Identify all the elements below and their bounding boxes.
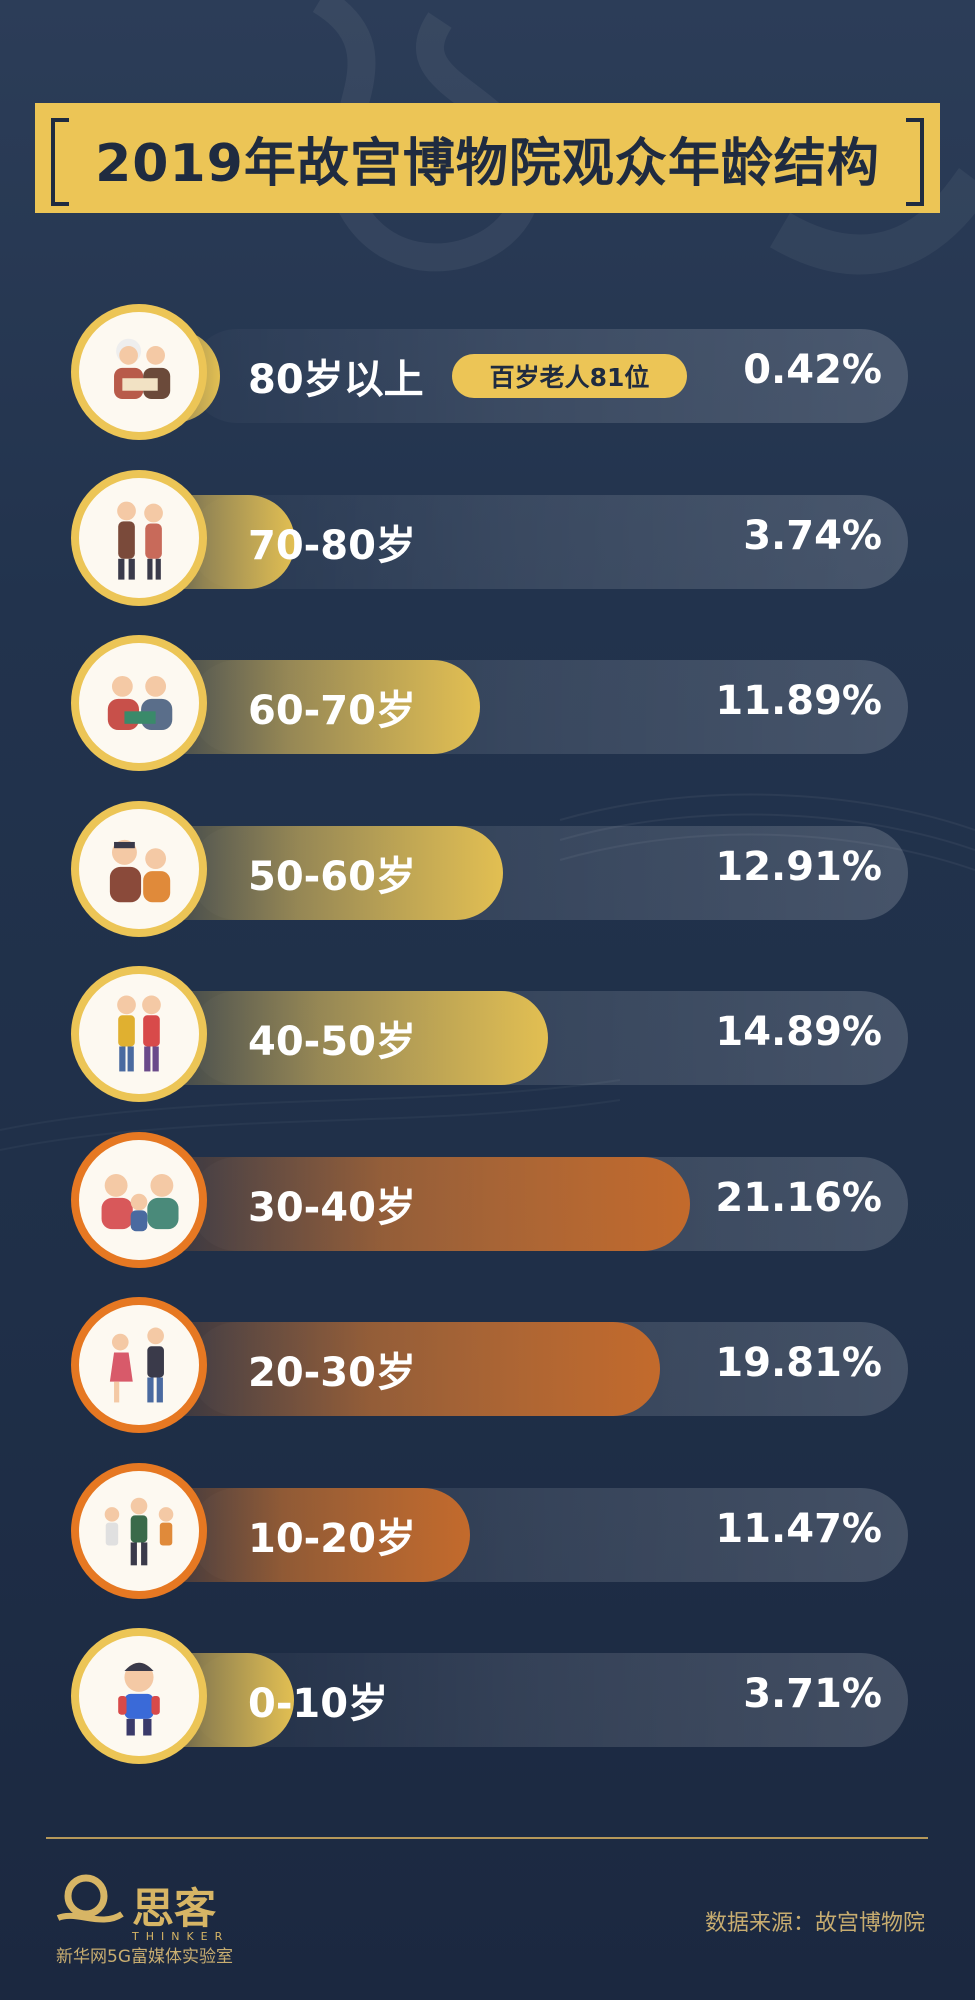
percentage-value: 12.91% bbox=[715, 844, 882, 890]
age-group-label: 40-50岁 bbox=[248, 1019, 416, 1065]
data-source: 数据来源：故宫博物院 bbox=[704, 1911, 925, 1936]
percentage-value: 14.89% bbox=[715, 1009, 882, 1055]
age-group-avatar bbox=[71, 1463, 207, 1599]
age-row: 40-50岁 14.89% bbox=[0, 965, 975, 1110]
percentage-value: 21.16% bbox=[715, 1175, 882, 1221]
age-group-label: 0-10岁 bbox=[248, 1681, 389, 1727]
grandparents-reading-icon bbox=[107, 675, 173, 731]
bar-track bbox=[190, 1653, 908, 1747]
age-group-avatar bbox=[71, 304, 207, 440]
age-group-avatar bbox=[71, 966, 207, 1102]
percentage-value: 11.89% bbox=[715, 678, 882, 724]
chart-title: 2019年故宫博物院观众年龄结构 bbox=[95, 133, 880, 194]
age-group-label: 70-80岁 bbox=[248, 523, 416, 569]
brand-name-english: THINKER bbox=[132, 1930, 230, 1943]
age-group-avatar bbox=[71, 635, 207, 771]
age-row: 50-60岁 12.91% bbox=[0, 800, 975, 945]
bar-track bbox=[190, 495, 908, 589]
percentage-value: 0.42% bbox=[743, 347, 882, 393]
footer-divider bbox=[46, 1837, 928, 1839]
age-group-avatar bbox=[71, 1132, 207, 1268]
age-row: 10-20岁 11.47% bbox=[0, 1462, 975, 1607]
age-group-avatar bbox=[71, 801, 207, 937]
age-group-avatar bbox=[71, 1628, 207, 1764]
age-group-label: 20-30岁 bbox=[248, 1350, 416, 1396]
left-bracket bbox=[51, 118, 69, 206]
age-row: 60-70岁 11.89% bbox=[0, 634, 975, 779]
age-group-label: 10-20岁 bbox=[248, 1516, 416, 1562]
couple-standing-icon bbox=[117, 995, 161, 1072]
age-row: 20-30岁 19.81% bbox=[0, 1296, 975, 1441]
young-people-dancing-icon bbox=[109, 1327, 164, 1403]
family-with-child-icon bbox=[101, 1174, 179, 1232]
age-group-label: 80岁以上 bbox=[248, 357, 424, 403]
percentage-value: 3.71% bbox=[743, 1671, 882, 1717]
age-group-label: 60-70岁 bbox=[248, 688, 416, 734]
right-bracket bbox=[906, 118, 924, 206]
title-banner: 2019年故宫博物院观众年龄结构 bbox=[35, 103, 940, 213]
age-group-avatar bbox=[71, 1297, 207, 1433]
brand-organization: 新华网5G富媒体实验室 bbox=[56, 1947, 233, 1967]
bar-fill bbox=[130, 1157, 690, 1251]
thinker-logo-icon bbox=[56, 1874, 124, 1923]
age-group-label: 30-40岁 bbox=[248, 1185, 416, 1231]
age-row: 0-10岁 3.71% bbox=[0, 1627, 975, 1772]
elderly-couple-walking-icon bbox=[117, 501, 163, 580]
age-group-label: 50-60岁 bbox=[248, 854, 416, 900]
bar-fill bbox=[130, 1322, 660, 1416]
percentage-value: 19.81% bbox=[715, 1340, 882, 1386]
percentage-value: 3.74% bbox=[743, 513, 882, 559]
elderly-couple-reading-icon bbox=[114, 338, 171, 400]
age-row: 30-40岁 21.16% bbox=[0, 1131, 975, 1276]
teenagers-playing-icon bbox=[104, 1497, 174, 1566]
brand-logo: 思客 THINKER 新华网5G富媒体实验室 bbox=[52, 1870, 233, 1980]
child-with-backpack-icon bbox=[118, 1662, 160, 1736]
age-group-avatar bbox=[71, 470, 207, 606]
percentage-value: 11.47% bbox=[715, 1506, 882, 1552]
age-row: 80岁以上 百岁老人81位 0.42% bbox=[0, 303, 975, 448]
middle-aged-couple-icon bbox=[109, 839, 171, 903]
brand-name: 思客 bbox=[132, 1884, 217, 1933]
centenarian-badge: 百岁老人81位 bbox=[452, 354, 687, 398]
age-row: 70-80岁 3.74% bbox=[0, 469, 975, 614]
